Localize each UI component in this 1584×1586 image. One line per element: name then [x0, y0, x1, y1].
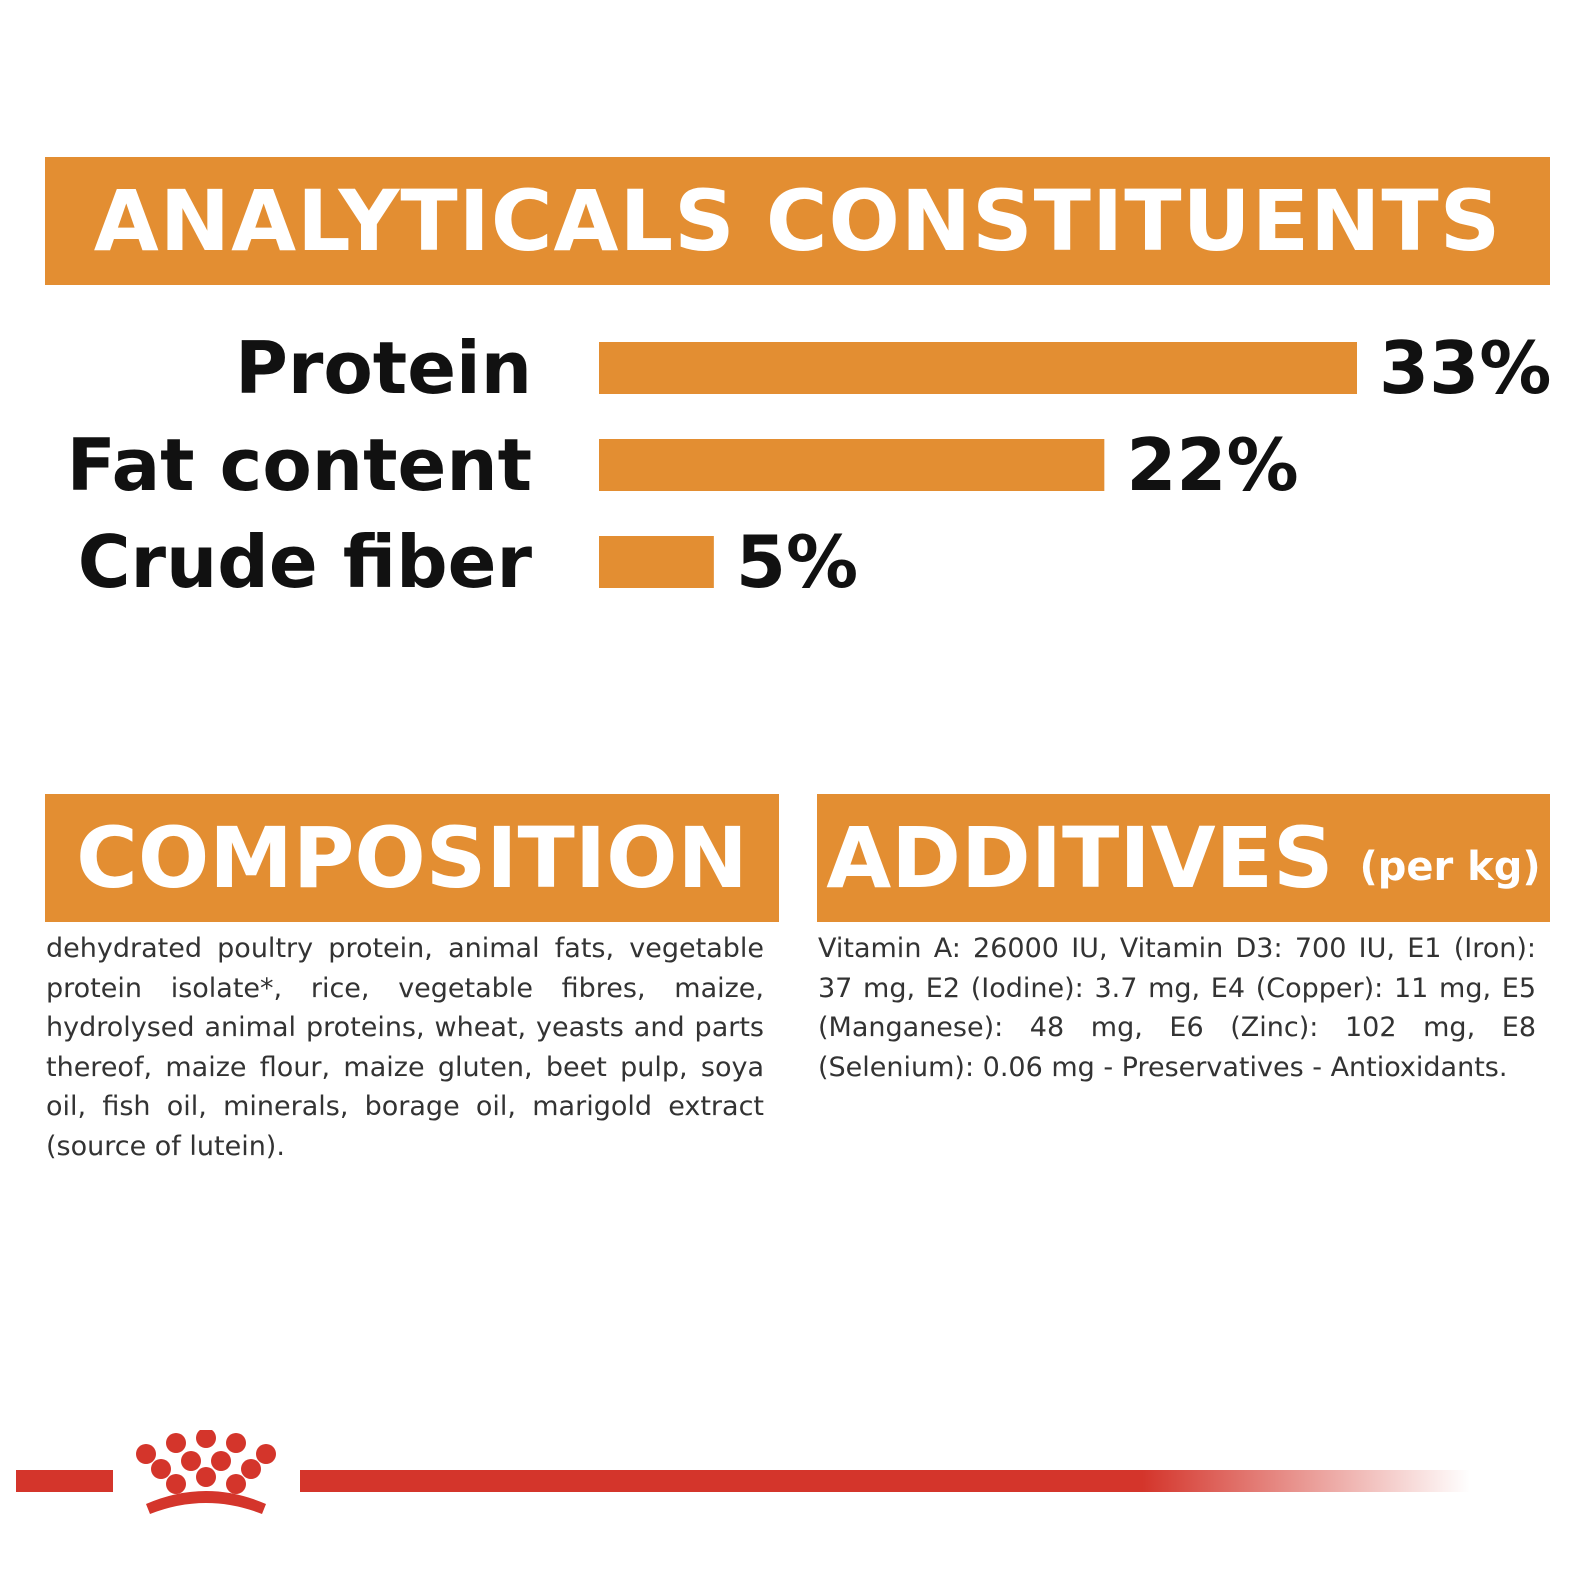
nutrient-bar-chart: Protein 33% Fat content 22% Crude fiber 5%	[67, 326, 1552, 604]
additives-text: Vitamin A: 26000 IU, Vitamin D3: 700 IU,…	[818, 933, 1536, 1083]
footer-brand-bar	[16, 1430, 1470, 1514]
additives-header: ADDITIVES (per kg)	[817, 794, 1550, 922]
analytics-header: ANALYTICALS CONSTITUENTS	[45, 157, 1550, 285]
bar-fat-content	[599, 439, 1105, 491]
footer-stripe-right	[300, 1470, 1470, 1492]
composition-title: COMPOSITION	[76, 809, 748, 907]
analytics-title: ANALYTICALS CONSTITUENTS	[93, 172, 1502, 270]
category-label-crude-fiber: Crude fiber	[78, 520, 533, 604]
bar-protein	[599, 342, 1357, 394]
value-label-protein: 33%	[1379, 326, 1551, 410]
value-label-fat-content: 22%	[1126, 423, 1298, 507]
additives-title: ADDITIVES	[826, 809, 1334, 907]
bar-crude-fiber	[599, 536, 714, 588]
crown-icon	[136, 1430, 276, 1514]
category-label-fat-content: Fat content	[67, 423, 532, 507]
composition-text: dehydrated poultry protein, animal fats,…	[46, 933, 764, 1162]
category-label-protein: Protein	[235, 326, 532, 410]
value-label-crude-fiber: 5%	[736, 520, 858, 604]
composition-header: COMPOSITION	[45, 794, 779, 922]
additives-subtitle: (per kg)	[1359, 844, 1541, 890]
footer-stripe-left	[16, 1470, 113, 1492]
